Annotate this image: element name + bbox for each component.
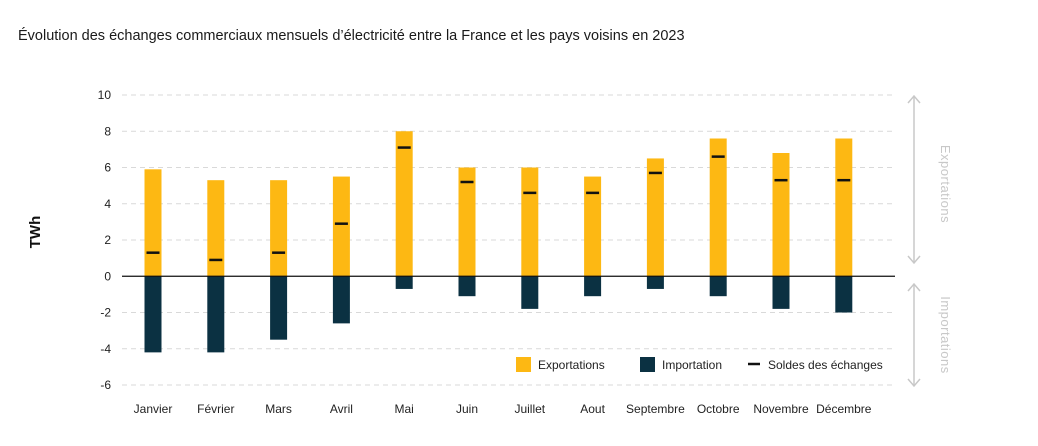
- y-tick-label: -4: [100, 342, 111, 356]
- bars: [144, 131, 853, 353]
- export-bar: [521, 167, 539, 277]
- x-category-label: Juillet: [514, 402, 545, 416]
- import-bar: [207, 276, 225, 353]
- y-tick-label: 0: [104, 269, 111, 283]
- chart-title: Évolution des échanges commerciaux mensu…: [18, 28, 685, 44]
- export-bar: [395, 131, 413, 277]
- imports-range-indicator: [907, 282, 921, 388]
- export-bar: [332, 176, 350, 277]
- legend-swatch-exportations: [516, 357, 531, 372]
- export-bar: [835, 138, 853, 277]
- import-bar: [646, 276, 664, 289]
- import-bar: [395, 276, 413, 289]
- legend-swatch-importation: [640, 357, 655, 372]
- y-tick-label: 2: [104, 233, 111, 247]
- grid-lines: [122, 94, 895, 386]
- export-bar: [458, 167, 476, 277]
- y-axis-label: TWh: [27, 216, 44, 248]
- x-category-label: Avril: [330, 402, 353, 416]
- x-category-label: Février: [197, 402, 234, 416]
- y-tick-label: 4: [104, 197, 111, 211]
- x-category-label: Novembre: [753, 402, 809, 416]
- import-bar: [521, 276, 539, 309]
- exports-side-label: Exportations: [938, 145, 953, 223]
- y-tick-label: 6: [104, 161, 111, 175]
- x-category-label: Aout: [580, 402, 605, 416]
- x-category-label: Décembre: [816, 402, 872, 416]
- exports-range-indicator: [907, 94, 921, 265]
- legend-item-soldes: Soldes des échanges: [748, 358, 883, 372]
- import-bar: [584, 276, 602, 297]
- y-tick-label: -6: [100, 378, 111, 392]
- legend-label-exportations: Exportations: [538, 358, 605, 372]
- export-bar: [270, 180, 288, 277]
- x-category-label: Octobre: [697, 402, 740, 416]
- legend: Exportations Importation Soldes des écha…: [516, 357, 883, 372]
- x-category-label: Janvier: [134, 402, 173, 416]
- legend-item-importation: Importation: [640, 357, 722, 372]
- y-tick-label: 10: [98, 88, 112, 102]
- y-tick-label: -2: [100, 306, 111, 320]
- import-bar: [709, 276, 727, 297]
- export-bar: [207, 180, 225, 277]
- imports-side-label: Importations: [938, 296, 953, 374]
- export-bar: [772, 153, 790, 277]
- import-bar: [835, 276, 853, 313]
- x-category-label: Juin: [456, 402, 478, 416]
- legend-label-importation: Importation: [662, 358, 722, 372]
- import-bar: [458, 276, 476, 297]
- legend-label-soldes: Soldes des échanges: [768, 358, 883, 372]
- x-category-label: Mars: [265, 402, 292, 416]
- import-bar: [270, 276, 288, 340]
- import-bar: [772, 276, 790, 309]
- x-axis-categories: Janvier Février Mars Avril Mai Juin Juillet Aou…: [134, 402, 872, 416]
- x-category-label: Septembre: [626, 402, 685, 416]
- export-bar: [144, 169, 162, 277]
- export-bar: [584, 176, 602, 277]
- export-bar: [709, 138, 727, 277]
- export-bar: [646, 158, 664, 277]
- import-bar: [332, 276, 350, 324]
- balance-markers: [146, 146, 851, 262]
- y-tick-label: 8: [104, 124, 111, 138]
- import-bar: [144, 276, 162, 353]
- x-category-label: Mai: [395, 402, 414, 416]
- y-axis-ticks: 10 8 6 4 2 0 -2 -4 -6: [98, 88, 112, 392]
- legend-item-exportations: Exportations: [516, 357, 605, 372]
